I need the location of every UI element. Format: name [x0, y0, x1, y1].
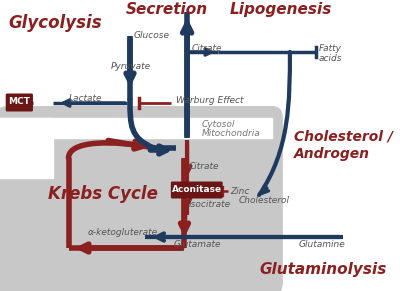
Bar [0, 118, 272, 138]
Text: Citrate: Citrate [189, 162, 219, 171]
Text: Krebs Cycle: Krebs Cycle [48, 185, 158, 203]
Text: Mitochondria: Mitochondria [202, 129, 261, 138]
Text: α-ketogluterate: α-ketogluterate [88, 228, 158, 237]
Text: Citrate: Citrate [192, 44, 222, 53]
Text: Glutamine: Glutamine [299, 240, 346, 249]
Text: Fatty
acids: Fatty acids [319, 44, 342, 63]
FancyBboxPatch shape [171, 182, 223, 198]
Text: Glutamate: Glutamate [174, 240, 222, 249]
Text: Warburg Effect: Warburg Effect [176, 96, 243, 105]
Text: Glucose: Glucose [134, 31, 170, 40]
Text: Lactate: Lactate [68, 94, 102, 103]
Text: Zinc: Zinc [230, 187, 250, 196]
Text: Cholesterol: Cholesterol [239, 196, 290, 205]
Text: Glutaminolysis: Glutaminolysis [259, 262, 386, 277]
Text: Cytosol: Cytosol [202, 120, 236, 129]
FancyBboxPatch shape [0, 106, 283, 291]
Text: Cholesterol /
Androgen: Cholesterol / Androgen [294, 130, 393, 161]
Text: Glycolysis: Glycolysis [9, 14, 102, 32]
Text: Pyruvate: Pyruvate [111, 62, 151, 71]
Text: Secretion: Secretion [126, 2, 208, 17]
Text: Aconitase: Aconitase [172, 185, 222, 194]
FancyBboxPatch shape [6, 93, 33, 111]
Bar [0, 118, 53, 178]
Text: Lipogenesis: Lipogenesis [230, 2, 332, 17]
Text: MCT: MCT [8, 97, 30, 107]
Text: Isocitrate: Isocitrate [189, 200, 231, 209]
